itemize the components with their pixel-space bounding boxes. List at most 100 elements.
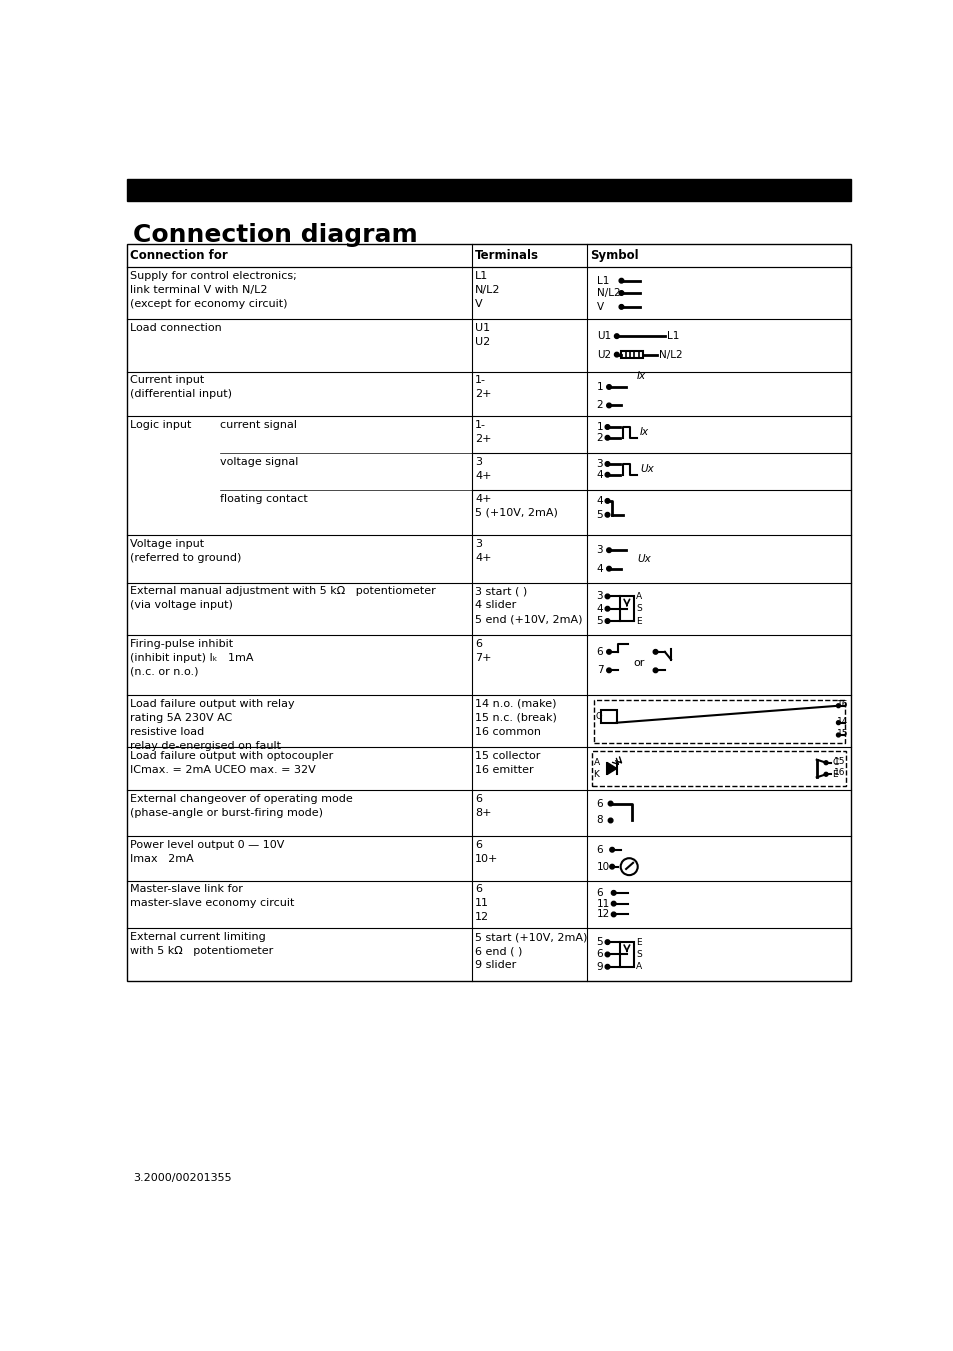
Text: 6: 6 [596, 844, 602, 855]
Text: Ux: Ux [637, 554, 650, 565]
Circle shape [611, 890, 616, 896]
Bar [127, 243, 850, 981]
Text: External changeover of operating mode
(phase-angle or burst-firing mode): External changeover of operating mode (p… [130, 793, 353, 817]
Bar [592, 751, 845, 786]
Circle shape [823, 773, 827, 777]
Text: 6
7+: 6 7+ [475, 639, 491, 663]
Bar [620, 351, 642, 358]
Text: Symbol: Symbol [590, 249, 639, 262]
Text: Voltage input
(referred to ground): Voltage input (referred to ground) [130, 539, 241, 562]
Text: 4: 4 [596, 496, 602, 505]
Circle shape [604, 965, 609, 969]
Text: External manual adjustment with 5 kΩ   potentiometer
(via voltage input): External manual adjustment with 5 kΩ pot… [130, 586, 436, 611]
Circle shape [604, 607, 609, 611]
Text: 4: 4 [596, 604, 602, 613]
Text: 1-
2+: 1- 2+ [475, 420, 491, 444]
Bar [127, 180, 850, 200]
Text: Firing-pulse inhibit
(inhibit input) Iₖ   1mA
(n.c. or n.o.): Firing-pulse inhibit (inhibit input) Iₖ … [130, 639, 253, 677]
Circle shape [608, 819, 612, 823]
Circle shape [618, 278, 623, 282]
Text: K: K [593, 770, 598, 778]
Circle shape [606, 549, 611, 553]
Circle shape [653, 650, 658, 654]
Text: current signal: current signal [220, 420, 296, 430]
Text: 3: 3 [596, 459, 602, 469]
Text: Ix: Ix [637, 370, 645, 381]
Text: 6: 6 [596, 950, 602, 959]
Circle shape [606, 385, 611, 389]
Text: 4: 4 [596, 563, 602, 574]
Text: S: S [636, 950, 641, 959]
Text: 3 start ( )
4 slider
5 end (+10V, 2mA): 3 start ( ) 4 slider 5 end (+10V, 2mA) [475, 586, 582, 624]
Circle shape [604, 594, 609, 598]
Text: 12: 12 [596, 909, 609, 920]
Circle shape [836, 720, 840, 724]
Text: 4: 4 [596, 470, 602, 480]
Text: E: E [636, 616, 641, 626]
Text: 9: 9 [596, 962, 602, 971]
Text: O: O [595, 712, 601, 721]
Circle shape [606, 566, 611, 571]
Text: N/L2: N/L2 [658, 350, 681, 359]
Text: floating contact: floating contact [220, 494, 308, 504]
Text: M. K. JUCHHEIM GmbH & Co • 36035 Fulda, Germany: M. K. JUCHHEIM GmbH & Co • 36035 Fulda, … [133, 184, 482, 196]
Circle shape [606, 667, 611, 673]
Text: Terminals: Terminals [475, 249, 538, 262]
Circle shape [618, 304, 623, 309]
Text: 5 start (+10V, 2mA)
6 end ( )
9 slider: 5 start (+10V, 2mA) 6 end ( ) 9 slider [475, 932, 587, 970]
Circle shape [653, 667, 658, 673]
Text: 16: 16 [833, 769, 844, 777]
Circle shape [614, 353, 618, 357]
Text: C: C [831, 758, 838, 767]
Text: Load connection: Load connection [130, 323, 222, 334]
Text: 3.2000/00201355: 3.2000/00201355 [133, 1173, 232, 1183]
Text: 3: 3 [596, 546, 602, 555]
Circle shape [609, 847, 614, 852]
Bar [619, 942, 633, 967]
Text: Current input
(differential input): Current input (differential input) [130, 376, 232, 400]
Circle shape [604, 619, 609, 623]
Text: 1: 1 [596, 382, 602, 392]
Circle shape [614, 334, 618, 339]
Text: U2: U2 [596, 350, 610, 359]
Text: Page 10/12: Page 10/12 [785, 184, 859, 196]
Text: E: E [831, 770, 837, 778]
Circle shape [604, 940, 609, 944]
Circle shape [823, 761, 827, 765]
Text: A: A [636, 962, 641, 971]
Circle shape [620, 858, 637, 875]
Text: 3: 3 [596, 592, 602, 601]
Text: 5: 5 [596, 938, 602, 947]
Text: 6: 6 [596, 888, 602, 898]
Circle shape [611, 901, 616, 907]
Text: 5: 5 [596, 509, 602, 520]
Text: 6: 6 [596, 647, 602, 657]
Circle shape [609, 865, 614, 869]
Text: 10: 10 [596, 862, 609, 871]
Text: 5: 5 [596, 616, 602, 626]
Circle shape [611, 912, 616, 917]
Text: E: E [636, 938, 641, 947]
Bar [600, 711, 617, 723]
Text: 11: 11 [596, 898, 609, 909]
Circle shape [604, 462, 609, 466]
Text: Ix: Ix [639, 427, 648, 438]
Circle shape [618, 290, 623, 296]
Text: 2: 2 [596, 400, 602, 411]
Text: Power level output 0 — 10V
Imax   2mA: Power level output 0 — 10V Imax 2mA [130, 840, 284, 863]
Text: voltage signal: voltage signal [220, 457, 298, 467]
Text: Data Sheet 70.9040: Data Sheet 70.9040 [576, 184, 707, 196]
Text: 8: 8 [596, 816, 602, 825]
Text: 6
8+: 6 8+ [475, 793, 491, 817]
Circle shape [604, 952, 609, 957]
Circle shape [606, 650, 611, 654]
Text: Logic input: Logic input [130, 420, 192, 430]
Text: U1: U1 [596, 331, 610, 342]
Text: S: S [636, 604, 641, 613]
Text: 6
11
12: 6 11 12 [475, 885, 489, 923]
Text: 1-
2+: 1- 2+ [475, 376, 491, 400]
Circle shape [604, 499, 609, 503]
Bar [593, 700, 843, 743]
Text: U1
U2: U1 U2 [475, 323, 490, 347]
Text: 6
10+: 6 10+ [475, 840, 497, 863]
